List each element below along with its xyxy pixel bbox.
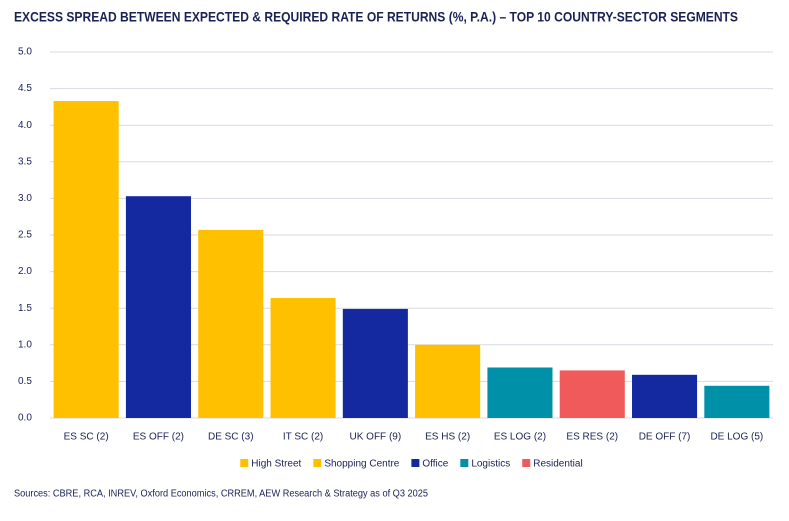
bar xyxy=(125,196,191,418)
bar xyxy=(559,370,625,418)
x-tick-label: IT SC (2) xyxy=(283,432,323,443)
bar xyxy=(342,308,408,418)
y-tick-label: 3.5 xyxy=(18,156,32,167)
y-tick-label: 2.5 xyxy=(18,230,32,241)
x-tick-label: ES RES (2) xyxy=(566,432,618,443)
bar xyxy=(198,229,264,418)
y-tick-label: 4.5 xyxy=(18,83,32,94)
x-tick-label: ES LOG (2) xyxy=(494,432,546,443)
x-tick-label: DE LOG (5) xyxy=(710,432,763,443)
y-tick-label: 0.0 xyxy=(18,413,32,424)
legend-swatch xyxy=(460,459,469,467)
chart-title: EXCESS SPREAD BETWEEN EXPECTED & REQUIRE… xyxy=(14,9,738,25)
legend-swatch xyxy=(411,459,420,467)
y-tick-label: 4.0 xyxy=(18,120,32,131)
y-tick-label: 1.0 xyxy=(18,339,32,350)
bar xyxy=(632,374,698,418)
legend-label: Residential xyxy=(533,459,582,470)
legend-label: Shopping Centre xyxy=(324,459,399,470)
bar xyxy=(53,101,119,418)
bar xyxy=(487,367,553,418)
bar xyxy=(415,344,481,418)
x-tick-label: ES SC (2) xyxy=(64,432,109,443)
y-tick-label: 1.5 xyxy=(18,303,32,314)
y-tick-label: 5.0 xyxy=(18,47,32,58)
source-note: Sources: CBRE, RCA, INREV, Oxford Econom… xyxy=(14,489,428,500)
legend-swatch xyxy=(240,459,249,467)
bar xyxy=(270,297,336,418)
y-tick-label: 3.0 xyxy=(18,193,32,204)
x-tick-label: DE SC (3) xyxy=(208,432,254,443)
legend-swatch xyxy=(522,459,531,467)
x-tick-label: ES OFF (2) xyxy=(133,432,184,443)
x-tick-label: DE OFF (7) xyxy=(639,432,691,443)
x-tick-label: ES HS (2) xyxy=(425,432,470,443)
legend-swatch xyxy=(313,459,322,467)
y-tick-label: 0.5 xyxy=(18,376,32,387)
legend-label: Office xyxy=(422,459,448,470)
legend-label: Logistics xyxy=(471,459,510,470)
bar xyxy=(704,385,770,418)
y-tick-label: 2.0 xyxy=(18,266,32,277)
legend-label: High Street xyxy=(251,459,301,470)
x-tick-label: UK OFF (9) xyxy=(350,432,402,443)
